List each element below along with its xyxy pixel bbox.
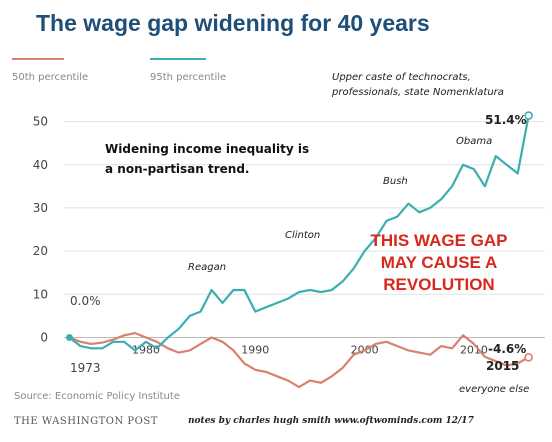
credit-note: notes by charles hugh smith www.oftwomin… (188, 416, 475, 426)
y-tick-20: 20 (33, 244, 48, 258)
series-line-50th (68, 332, 530, 389)
bush-label: Bush (383, 176, 408, 187)
y-axis-ticks: 0 10 20 30 40 50 (33, 115, 48, 345)
everyone-else-label: everyone else (459, 384, 529, 395)
revolution-note-line1: THIS WAGE GAP (371, 231, 508, 250)
legend-label-95th: 95th percentile (150, 72, 226, 83)
end-point-50th (524, 353, 533, 362)
end-value-95th: 51.4% (485, 113, 527, 127)
source-note: Source: Economic Policy Institute (14, 391, 180, 402)
legend: 50th percentile 95th percentile (12, 58, 226, 83)
end-value-50th: -4.6% (488, 342, 526, 356)
start-point (65, 333, 73, 341)
reagan-label: Reagan (188, 262, 226, 273)
series-line-95th (68, 114, 530, 352)
start-year-label: 1973 (70, 361, 101, 375)
obama-label: Obama (456, 136, 492, 147)
start-value-label: 0.0% (70, 294, 101, 308)
y-tick-30: 30 (33, 201, 48, 215)
y-tick-10: 10 (33, 287, 48, 301)
chart-title: The wage gap widening for 40 years (36, 10, 430, 36)
upper-caste-note-line2: professionals, state Nomenklatura (331, 87, 504, 98)
inequality-note-line1: Widening income inequality is (105, 142, 309, 156)
end-year-label: 2015 (486, 359, 519, 373)
revolution-note-line3: REVOLUTION (383, 275, 494, 294)
revolution-note-line2: MAY CAUSE A (381, 253, 498, 272)
y-tick-0: 0 (40, 330, 48, 344)
inequality-note-line2: a non-partisan trend. (105, 162, 250, 176)
series-lines (65, 111, 533, 389)
x-tick-1990: 1990 (241, 343, 269, 356)
y-tick-50: 50 (33, 115, 48, 129)
end-point-95th (524, 111, 533, 120)
clinton-label: Clinton (285, 230, 320, 241)
upper-caste-note-line1: Upper caste of technocrats, (332, 72, 471, 83)
publisher-label: THE WASHINGTON POST (14, 416, 158, 427)
y-tick-40: 40 (33, 158, 48, 172)
legend-label-50th: 50th percentile (12, 72, 88, 83)
